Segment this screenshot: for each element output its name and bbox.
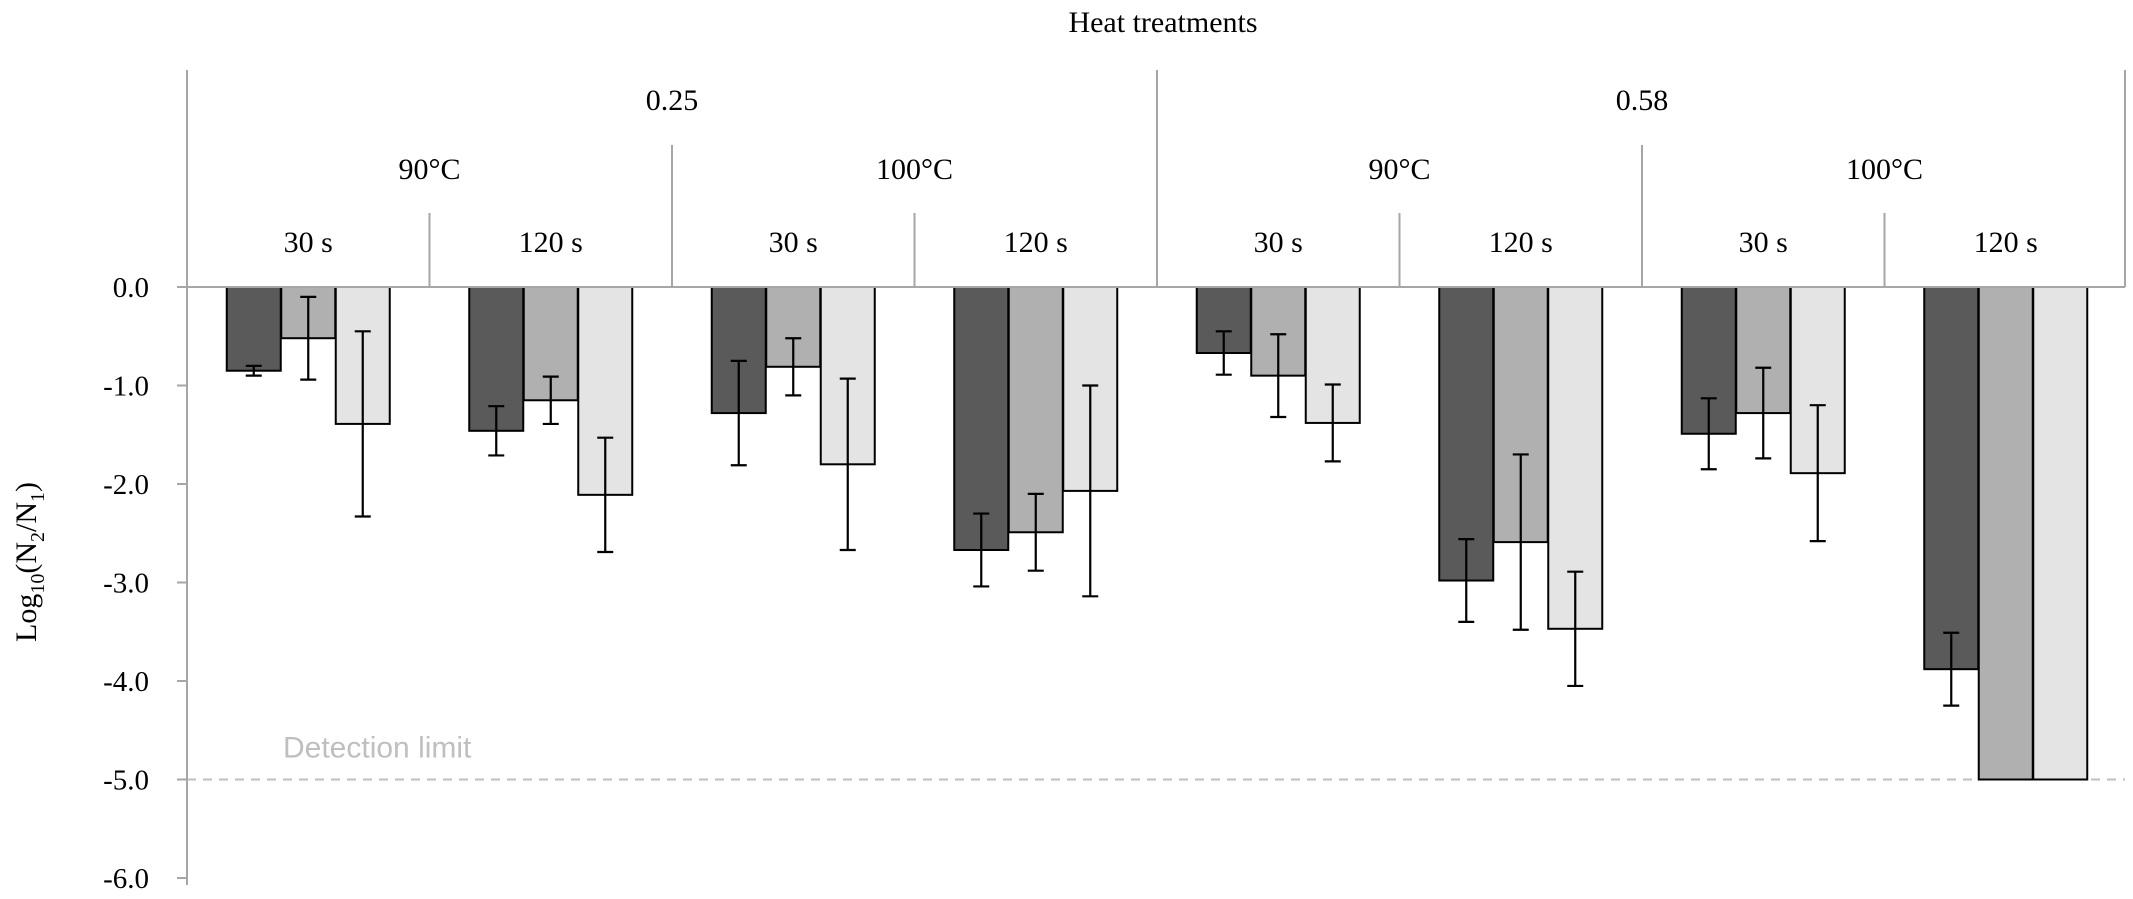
time-label: 120 s	[519, 226, 583, 259]
time-label: 30 s	[284, 226, 333, 259]
bar	[2032, 286, 2089, 781]
concentration-label: 0.25	[646, 84, 699, 117]
y-tick-label: -5.0	[103, 765, 149, 797]
bar	[953, 286, 1010, 551]
y-label-sub-3: 1	[27, 492, 49, 502]
category-header: 30 s 120 s 30 s 120 s 30 s 120 s 30 s 120 s 90°C…	[284, 70, 2126, 287]
y-tick-label: -4.0	[103, 666, 149, 698]
bar	[1977, 286, 2034, 781]
y-label-mid-2: /N	[10, 502, 43, 532]
y-tick-label: -6.0	[103, 863, 149, 895]
bar	[1923, 286, 1980, 671]
time-label: 30 s	[769, 226, 818, 259]
time-label: 120 s	[1974, 226, 2038, 259]
concentration-label: 0.58	[1616, 84, 1669, 117]
axis-layer: 0.0 -1.0 -2.0 -3.0 -4.0 -5.0 -6.0	[103, 70, 2125, 895]
chart-title: Heat treatments	[1068, 6, 1257, 39]
temperature-label: 100°C	[1846, 153, 1923, 186]
y-label-suffix: )	[10, 482, 43, 492]
y-tick-label: -1.0	[103, 371, 149, 403]
time-label: 120 s	[1004, 226, 1068, 259]
bar	[1007, 286, 1064, 534]
y-label-mid-1: (N	[10, 542, 43, 574]
y-tick-label: -2.0	[103, 469, 149, 501]
y-tick-label: -3.0	[103, 568, 149, 600]
time-label: 120 s	[1489, 226, 1553, 259]
bars-layer	[225, 286, 2089, 781]
temperature-label: 90°C	[398, 153, 460, 186]
y-label-sub-1: 10	[27, 574, 49, 594]
detection-limit-layer: Detection limit	[187, 732, 2125, 781]
y-axis-label: Log10(N2/N1)	[10, 482, 49, 642]
time-label: 30 s	[1254, 226, 1303, 259]
temperature-label: 100°C	[876, 153, 953, 186]
bar	[819, 286, 876, 466]
y-label-prefix: Log	[10, 594, 43, 642]
detection-limit-label: Detection limit	[283, 732, 472, 765]
bar	[225, 286, 282, 372]
time-label: 30 s	[1739, 226, 1788, 259]
y-label-sub-2: 2	[27, 532, 49, 542]
y-tick-label: 0.0	[113, 272, 149, 304]
temperature-label: 90°C	[1368, 153, 1430, 186]
bar	[1438, 286, 1495, 582]
